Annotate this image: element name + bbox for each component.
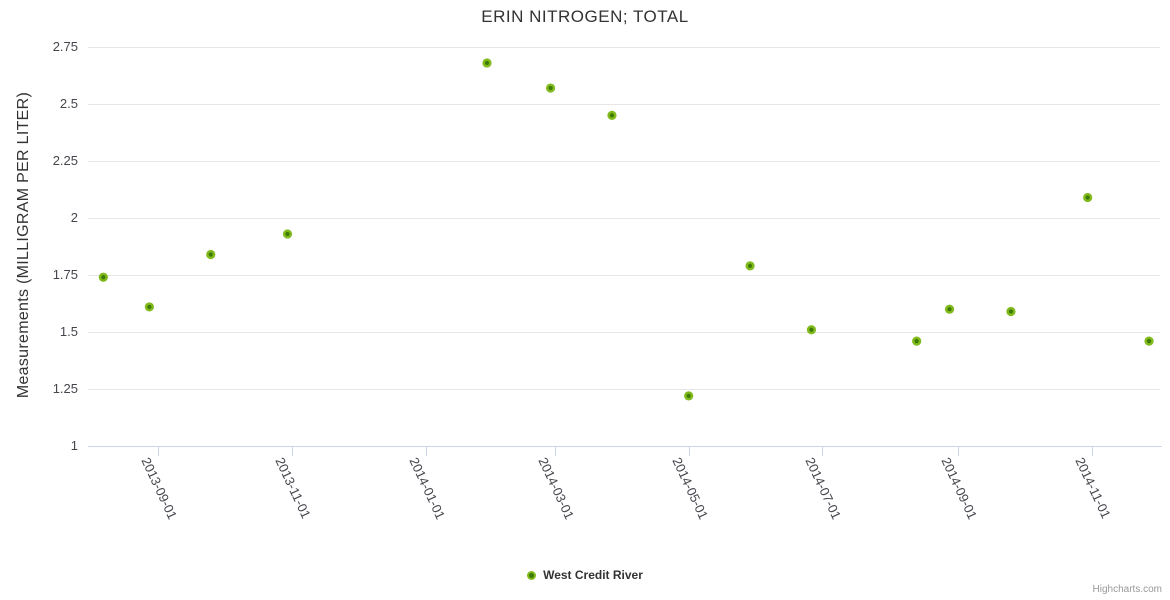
- legend-marker-icon: [527, 570, 537, 580]
- data-point-core: [208, 252, 213, 257]
- highcharts-credit-link[interactable]: Highcharts.com: [1092, 584, 1162, 595]
- data-point-core: [1146, 339, 1152, 344]
- data-point-core: [101, 275, 106, 280]
- data-point-core: [147, 304, 152, 310]
- y-axis-tick-label: 2.5: [59, 96, 78, 111]
- data-point-core: [548, 85, 553, 91]
- data-point-core: [609, 113, 615, 118]
- data-point-core: [484, 60, 490, 66]
- data-point-core: [809, 327, 814, 332]
- y-axis-tick-label: 2.25: [52, 153, 78, 168]
- chart-title: ERIN NITROGEN; TOTAL: [481, 7, 689, 26]
- y-axis-tick-label: 1.75: [52, 267, 78, 282]
- data-point-core: [747, 263, 753, 268]
- y-axis-tick-label: 1: [70, 438, 78, 453]
- data-point-core: [1008, 309, 1014, 314]
- data-point-core: [914, 339, 919, 344]
- data-point-core: [947, 307, 952, 312]
- legend-label: West Credit River: [543, 568, 643, 582]
- y-axis-tick-label: 1.5: [59, 324, 78, 339]
- data-point-core: [686, 393, 691, 398]
- y-axis-tick-label: 2: [70, 210, 78, 225]
- data-point-core: [285, 231, 290, 237]
- y-axis-tick-label: 2.75: [52, 39, 78, 54]
- data-point-core: [1085, 195, 1090, 200]
- legend-item-west-credit-river[interactable]: West Credit River: [0, 568, 1170, 582]
- y-axis-tick-label: 1.25: [52, 381, 78, 396]
